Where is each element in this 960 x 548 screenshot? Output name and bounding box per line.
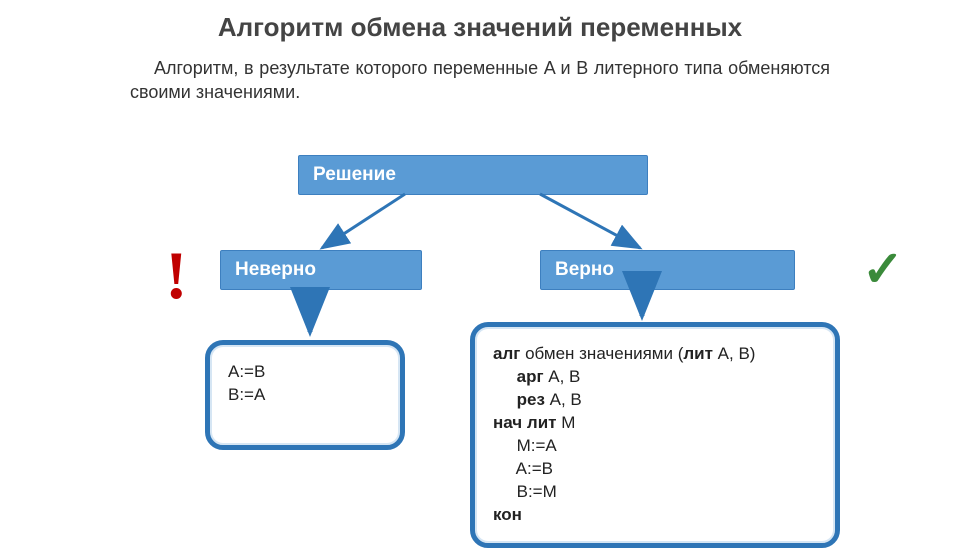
wrong-label: Неверно [220,250,422,290]
subtitle-text: Алгоритм, в результате которого переменн… [130,56,830,105]
check-mark: ✓ [862,240,904,298]
solution-label: Решение [298,155,648,195]
exclamation-mark: ! [165,236,188,315]
right-label: Верно [540,250,795,290]
wrong-code-box: A:=B B:=A [205,340,405,450]
page-title: Алгоритм обмена значений переменных [0,12,960,43]
right-code-box: алг обмен значениями (лит A, B) арг A, B… [470,322,840,548]
